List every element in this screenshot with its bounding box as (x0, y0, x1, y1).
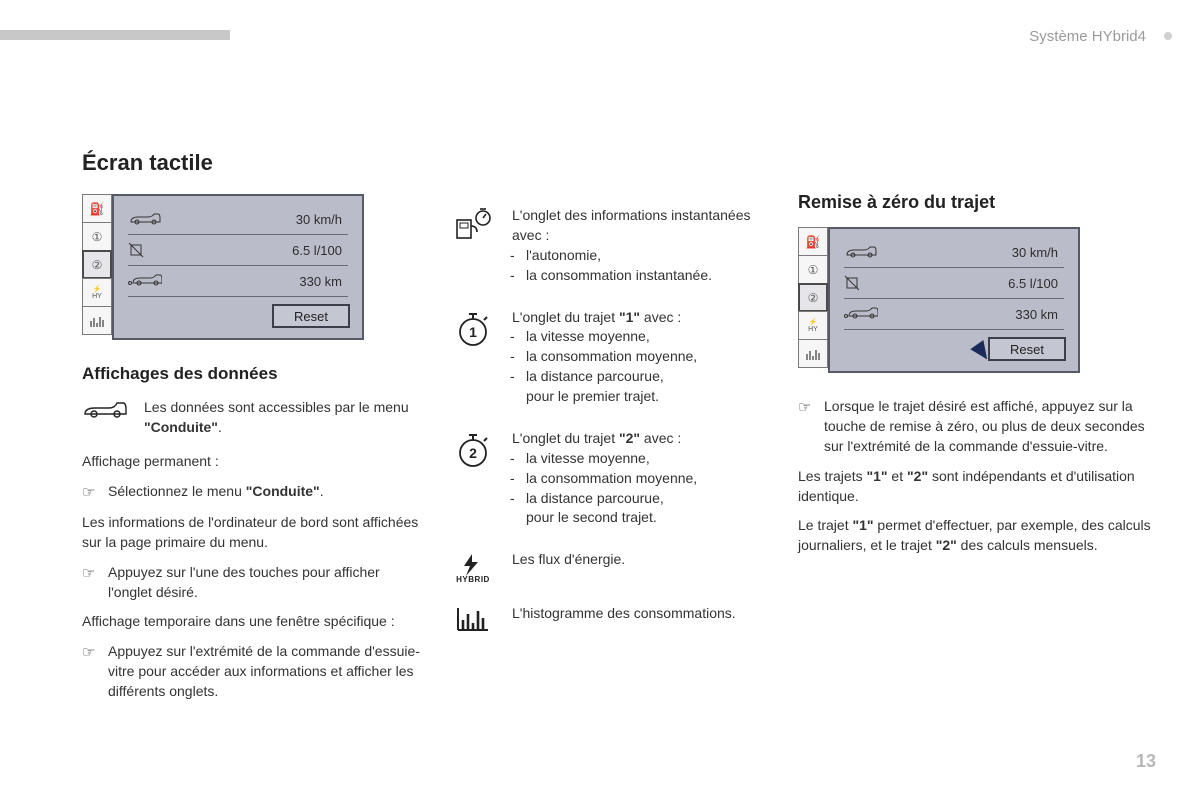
tab-stopwatch-1-icon[interactable]: ① (798, 255, 828, 284)
fuel-average-icon (128, 242, 172, 258)
energy-text: Les flux d'énergie. (512, 550, 770, 582)
title-ecran-tactile: Écran tactile (82, 150, 422, 176)
perm-step-1: ☞ Sélectionnez le menu "Conduite". (82, 482, 422, 503)
screen-value-speed: 30 km/h (296, 212, 348, 227)
screen-value-speed: 30 km/h (1012, 245, 1064, 260)
page-number: 13 (1136, 751, 1156, 772)
reset-step: ☞ Lorsque le trajet désiré est affiché, … (798, 397, 1158, 457)
pointing-hand-icon: ☞ (82, 563, 98, 603)
reset-note1: Les trajets "1" et "2" sont indépendants… (798, 467, 1158, 507)
tab-histogram-icon[interactable] (798, 339, 828, 368)
perm-step-2: ☞ Appuyez sur l'une des touches pour aff… (82, 563, 422, 603)
tab-fuel-pump-icon[interactable]: ⛽ (798, 227, 828, 256)
screen-value-distance: 330 km (1015, 307, 1064, 322)
fuel-average-icon (844, 275, 888, 291)
tab-hybrid-icon[interactable]: ⚡HY (82, 278, 112, 307)
trip2-tail: pour le second trajet. (512, 508, 770, 528)
pointing-hand-icon: ☞ (82, 482, 98, 503)
tab-stopwatch-1-icon[interactable]: ① (82, 222, 112, 251)
trip1-list: la vitesse moyenne, la consommation moye… (512, 327, 770, 387)
trip1-lead: L'onglet du trajet "1" avec : (512, 308, 770, 328)
screen-display: 30 km/h 6.5 l/100 330 km Reset (112, 194, 364, 340)
histogram-icon (450, 604, 496, 632)
car-outline-icon (844, 245, 888, 259)
intro-row: Les données sont accessibles par le menu… (82, 398, 422, 438)
histo-block: L'histogramme des consommations. (450, 604, 770, 632)
screen-row-consumption: 6.5 l/100 (844, 268, 1064, 299)
screen-value-distance: 330 km (299, 274, 348, 289)
svg-text:HYBRID: HYBRID (456, 575, 490, 582)
screen-row-speed: 30 km/h (844, 237, 1064, 268)
pointing-hand-icon: ☞ (798, 397, 814, 457)
screen-display-2: 30 km/h 6.5 l/100 330 km Reset (828, 227, 1080, 373)
screen-row-consumption: 6.5 l/100 (128, 235, 348, 266)
subtitle-affichages: Affichages des données (82, 364, 422, 384)
title-remise-zero: Remise à zéro du trajet (798, 192, 1158, 213)
hybrid-bolt-icon: HYBRID (450, 550, 496, 582)
temp-step: ☞ Appuyez sur l'extrémité de la commande… (82, 642, 422, 702)
page-content: Écran tactile ⛽ ① ② ⚡HY 30 km/h (82, 150, 1140, 702)
screen-tabs-2: ⛽ ① ② ⚡HY (798, 227, 828, 373)
trip2-block: 2 L'onglet du trajet "2" avec : la vites… (450, 429, 770, 528)
stopwatch-1-icon: 1 (450, 308, 496, 407)
car-road-icon (844, 306, 888, 322)
touchscreen-mock-reset: ⛽ ① ② ⚡HY 30 km/h (798, 227, 1158, 373)
trip1-block: 1 L'onglet du trajet "1" avec : la vites… (450, 308, 770, 407)
touchscreen-mock: ⛽ ① ② ⚡HY 30 km/h (82, 194, 422, 340)
column-middle: L'onglet des informations instantanées a… (450, 150, 770, 702)
svg-text:2: 2 (469, 445, 477, 461)
screen-tabs: ⛽ ① ② ⚡HY (82, 194, 112, 340)
header-system-label: Système HYbrid4 (1029, 28, 1146, 45)
instant-lead: L'onglet des informations instantanées a… (512, 206, 770, 246)
histo-text: L'histogramme des consommations. (512, 604, 770, 632)
fuel-pump-stopwatch-icon (450, 206, 496, 286)
pointing-hand-icon: ☞ (82, 642, 98, 702)
trip2-lead: L'onglet du trajet "2" avec : (512, 429, 770, 449)
tab-histogram-icon[interactable] (82, 306, 112, 335)
top-grey-bar (0, 30, 230, 40)
tab-hybrid-icon[interactable]: ⚡HY (798, 311, 828, 340)
trip1-tail: pour le premier trajet. (512, 387, 770, 407)
reset-button[interactable]: Reset (272, 304, 350, 328)
tab-fuel-pump-icon[interactable]: ⛽ (82, 194, 112, 223)
stopwatch-2-icon: 2 (450, 429, 496, 528)
svg-text:1: 1 (469, 324, 477, 340)
temp-label: Affichage temporaire dans une fenêtre sp… (82, 612, 422, 632)
car-road-icon (128, 273, 172, 289)
perm-label: Affichage permanent : (82, 452, 422, 472)
screen-value-consumption: 6.5 l/100 (292, 243, 348, 258)
intro-text: Les données sont accessibles par le menu… (144, 398, 422, 438)
column-right: Remise à zéro du trajet ⛽ ① ② ⚡HY 30 km/… (798, 150, 1158, 702)
instant-block: L'onglet des informations instantanées a… (450, 206, 770, 286)
column-left: Écran tactile ⛽ ① ② ⚡HY 30 km/h (82, 150, 422, 702)
screen-row-distance: 330 km (844, 299, 1064, 330)
energy-block: HYBRID Les flux d'énergie. (450, 550, 770, 582)
instant-list: l'autonomie, la consommation instantanée… (512, 246, 770, 286)
screen-row-distance: 330 km (128, 266, 348, 297)
tab-stopwatch-2-icon[interactable]: ② (82, 250, 112, 279)
car-side-icon (82, 398, 128, 438)
reset-note2: Le trajet "1" permet d'effectuer, par ex… (798, 516, 1158, 556)
screen-value-consumption: 6.5 l/100 (1008, 276, 1064, 291)
car-outline-icon (128, 212, 172, 226)
tab-stopwatch-2-icon[interactable]: ② (798, 283, 828, 312)
reset-button[interactable]: Reset (988, 337, 1066, 361)
perm-note: Les informations de l'ordinateur de bord… (82, 513, 422, 553)
trip2-list: la vitesse moyenne, la consommation moye… (512, 449, 770, 509)
header-dot-icon (1164, 32, 1172, 40)
screen-row-speed: 30 km/h (128, 204, 348, 235)
